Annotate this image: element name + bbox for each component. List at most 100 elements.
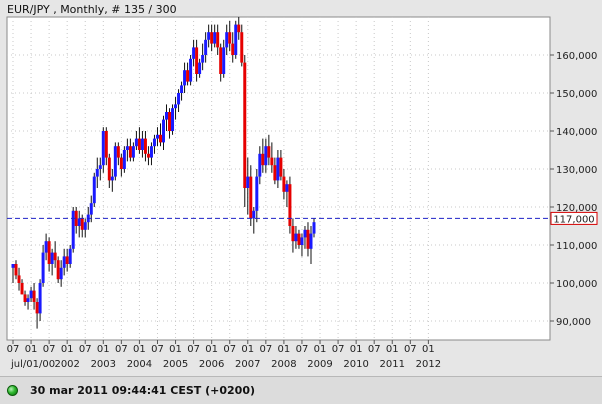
candle-body-down <box>74 210 78 226</box>
x-tick-label: 07 <box>115 344 128 355</box>
y-tick-label: 110,000 <box>556 241 597 252</box>
x-tick-label: 01 <box>278 344 291 355</box>
candle-body-up <box>177 93 181 105</box>
x-tick-label: 07 <box>296 344 309 355</box>
candle-body-up <box>198 62 202 74</box>
candle-body-up <box>152 138 156 147</box>
candle-body-up <box>122 150 126 169</box>
x-year-label: 2004 <box>127 359 152 370</box>
candle-body-down <box>186 70 190 82</box>
candle-body-up <box>92 176 96 204</box>
x-year-label: 2011 <box>380 359 405 370</box>
candle-body-down <box>273 165 277 181</box>
candle-body-up <box>174 104 178 109</box>
candle-body-up <box>300 237 304 245</box>
candle-body-down <box>228 32 232 44</box>
candle-body-up <box>183 70 187 86</box>
candle-body-up <box>312 222 316 234</box>
candle-body-up <box>192 47 196 59</box>
candle-body-up <box>171 108 175 131</box>
candle-body-up <box>155 134 159 139</box>
candle-body-down <box>53 252 57 261</box>
candle-body-down <box>219 47 223 74</box>
candle-body-up <box>95 169 99 177</box>
candle-body-up <box>50 252 54 264</box>
y-tick-label: 120,000 <box>556 203 597 214</box>
candle-body-down <box>23 294 27 302</box>
candle-body-up <box>234 24 238 55</box>
candle-body-down <box>282 176 286 192</box>
candle-body-down <box>297 233 301 245</box>
y-tick-label: 150,000 <box>556 89 597 100</box>
status-datetime: 30 mar 2011 09:44:41 CEST (+0200) <box>30 384 256 397</box>
candle-body-up <box>201 55 205 63</box>
candle-body-up <box>113 146 117 177</box>
candle-body-up <box>44 241 48 253</box>
candle-body-down <box>216 32 220 48</box>
x-tick-label: 07 <box>7 344 20 355</box>
candle-body-down <box>116 146 120 158</box>
candle-body-up <box>98 165 102 169</box>
candle-body-up <box>276 157 280 181</box>
candle-body-up <box>285 184 289 192</box>
x-tick-label: 01 <box>169 344 182 355</box>
candle-body-down <box>168 112 172 131</box>
y-tick-label: 160,000 <box>556 51 597 62</box>
candle-body-up <box>246 176 250 188</box>
candle-body-up <box>189 58 193 82</box>
candle-body-down <box>267 146 271 158</box>
x-tick-label: 07 <box>404 344 417 355</box>
chart-title: EUR/JPY , Monthly, # 135 / 300 <box>7 3 177 16</box>
candle-body-up <box>62 256 66 268</box>
candle-body-down <box>14 264 18 276</box>
candle-body-down <box>261 153 265 166</box>
x-tick-label: 01 <box>25 344 38 355</box>
candle-body-down <box>119 157 123 169</box>
current-price-marker: 117,000 <box>7 211 598 225</box>
x-tick-label: 01 <box>205 344 218 355</box>
status-bar: 30 mar 2011 09:44:41 CEST (+0200) <box>0 376 602 404</box>
candle-body-down <box>17 275 21 283</box>
candle-body-down <box>65 256 69 264</box>
candle-body-up <box>101 131 105 166</box>
candle-body-down <box>137 138 141 150</box>
candle-body-up <box>222 47 226 74</box>
candle-body-up <box>207 32 211 40</box>
candle-body-up <box>134 138 138 147</box>
connection-status-icon <box>7 385 18 396</box>
candle-body-down <box>279 157 283 177</box>
candle-body-up <box>83 222 87 230</box>
x-tick-label: 07 <box>187 344 200 355</box>
x-year-label: 2006 <box>199 359 224 370</box>
candlestick-chart[interactable]: 117,000 90,000 100,000 110,000 120,000 130,0… <box>0 0 602 376</box>
x-year-label: 2005 <box>163 359 188 370</box>
candle-body-down <box>128 146 132 158</box>
candle-body-up <box>204 39 208 55</box>
x-year-label: 2002 <box>54 359 79 370</box>
candle-body-up <box>89 203 93 215</box>
candle-body-up <box>213 32 217 44</box>
candle-body-up <box>71 210 75 249</box>
x-axis: 07 01 07 01 07 01 07 01 07 01 07 01 07 01 07 01 07 01 07 01… <box>7 340 441 370</box>
y-tick-label: 140,000 <box>556 127 597 138</box>
candle-body-up <box>59 267 63 280</box>
candle-body-down <box>56 260 60 280</box>
x-tick-label: 01 <box>61 344 74 355</box>
y-tick-label: 90,000 <box>556 317 591 328</box>
x-tick-label: 07 <box>151 344 164 355</box>
x-tick-label: 07 <box>79 344 92 355</box>
x-tick-label: 01 <box>422 344 435 355</box>
candle-body-up <box>264 146 268 166</box>
x-tick-label: 01 <box>133 344 146 355</box>
candle-body-down <box>104 131 108 158</box>
y-tick-label: 100,000 <box>556 279 597 290</box>
x-tick-label: 07 <box>259 344 272 355</box>
x-year-label: 2010 <box>343 359 368 370</box>
x-tick-label: 07 <box>368 344 381 355</box>
candle-body-down <box>143 138 147 154</box>
candle-body-down <box>288 184 292 226</box>
candle-body-down <box>47 241 51 264</box>
x-year-label: 2008 <box>271 359 296 370</box>
y-tick-label: 130,000 <box>556 165 597 176</box>
